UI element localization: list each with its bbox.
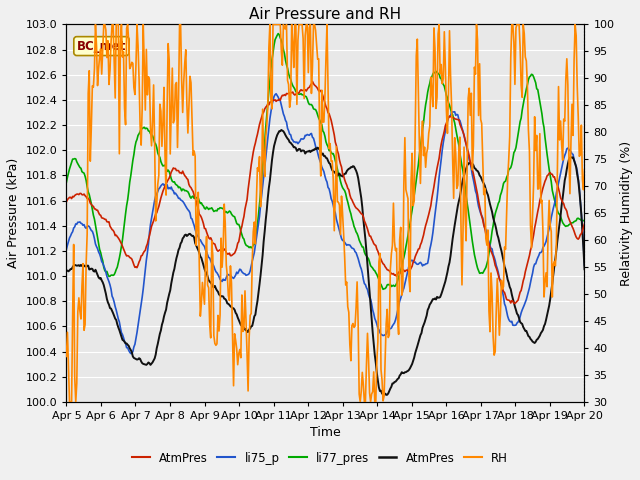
Legend: AtmPres, li75_p, li77_pres, AtmPres, RH: AtmPres, li75_p, li77_pres, AtmPres, RH: [127, 447, 513, 469]
Y-axis label: Relativity Humidity (%): Relativity Humidity (%): [620, 141, 633, 286]
Title: Air Pressure and RH: Air Pressure and RH: [250, 7, 401, 22]
X-axis label: Time: Time: [310, 426, 341, 440]
Y-axis label: Air Pressure (kPa): Air Pressure (kPa): [7, 158, 20, 268]
Text: BC_met: BC_met: [77, 39, 126, 53]
